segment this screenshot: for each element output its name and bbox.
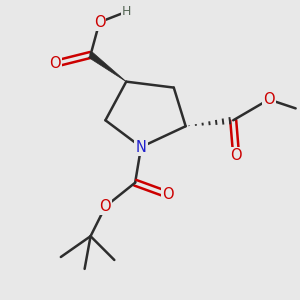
Text: O: O <box>100 199 111 214</box>
Text: O: O <box>49 56 61 71</box>
Text: O: O <box>162 187 174 202</box>
Polygon shape <box>88 52 126 82</box>
Text: N: N <box>136 140 146 154</box>
Text: O: O <box>230 148 242 164</box>
Text: H: H <box>122 5 131 18</box>
Text: O: O <box>263 92 275 107</box>
Text: O: O <box>94 15 105 30</box>
